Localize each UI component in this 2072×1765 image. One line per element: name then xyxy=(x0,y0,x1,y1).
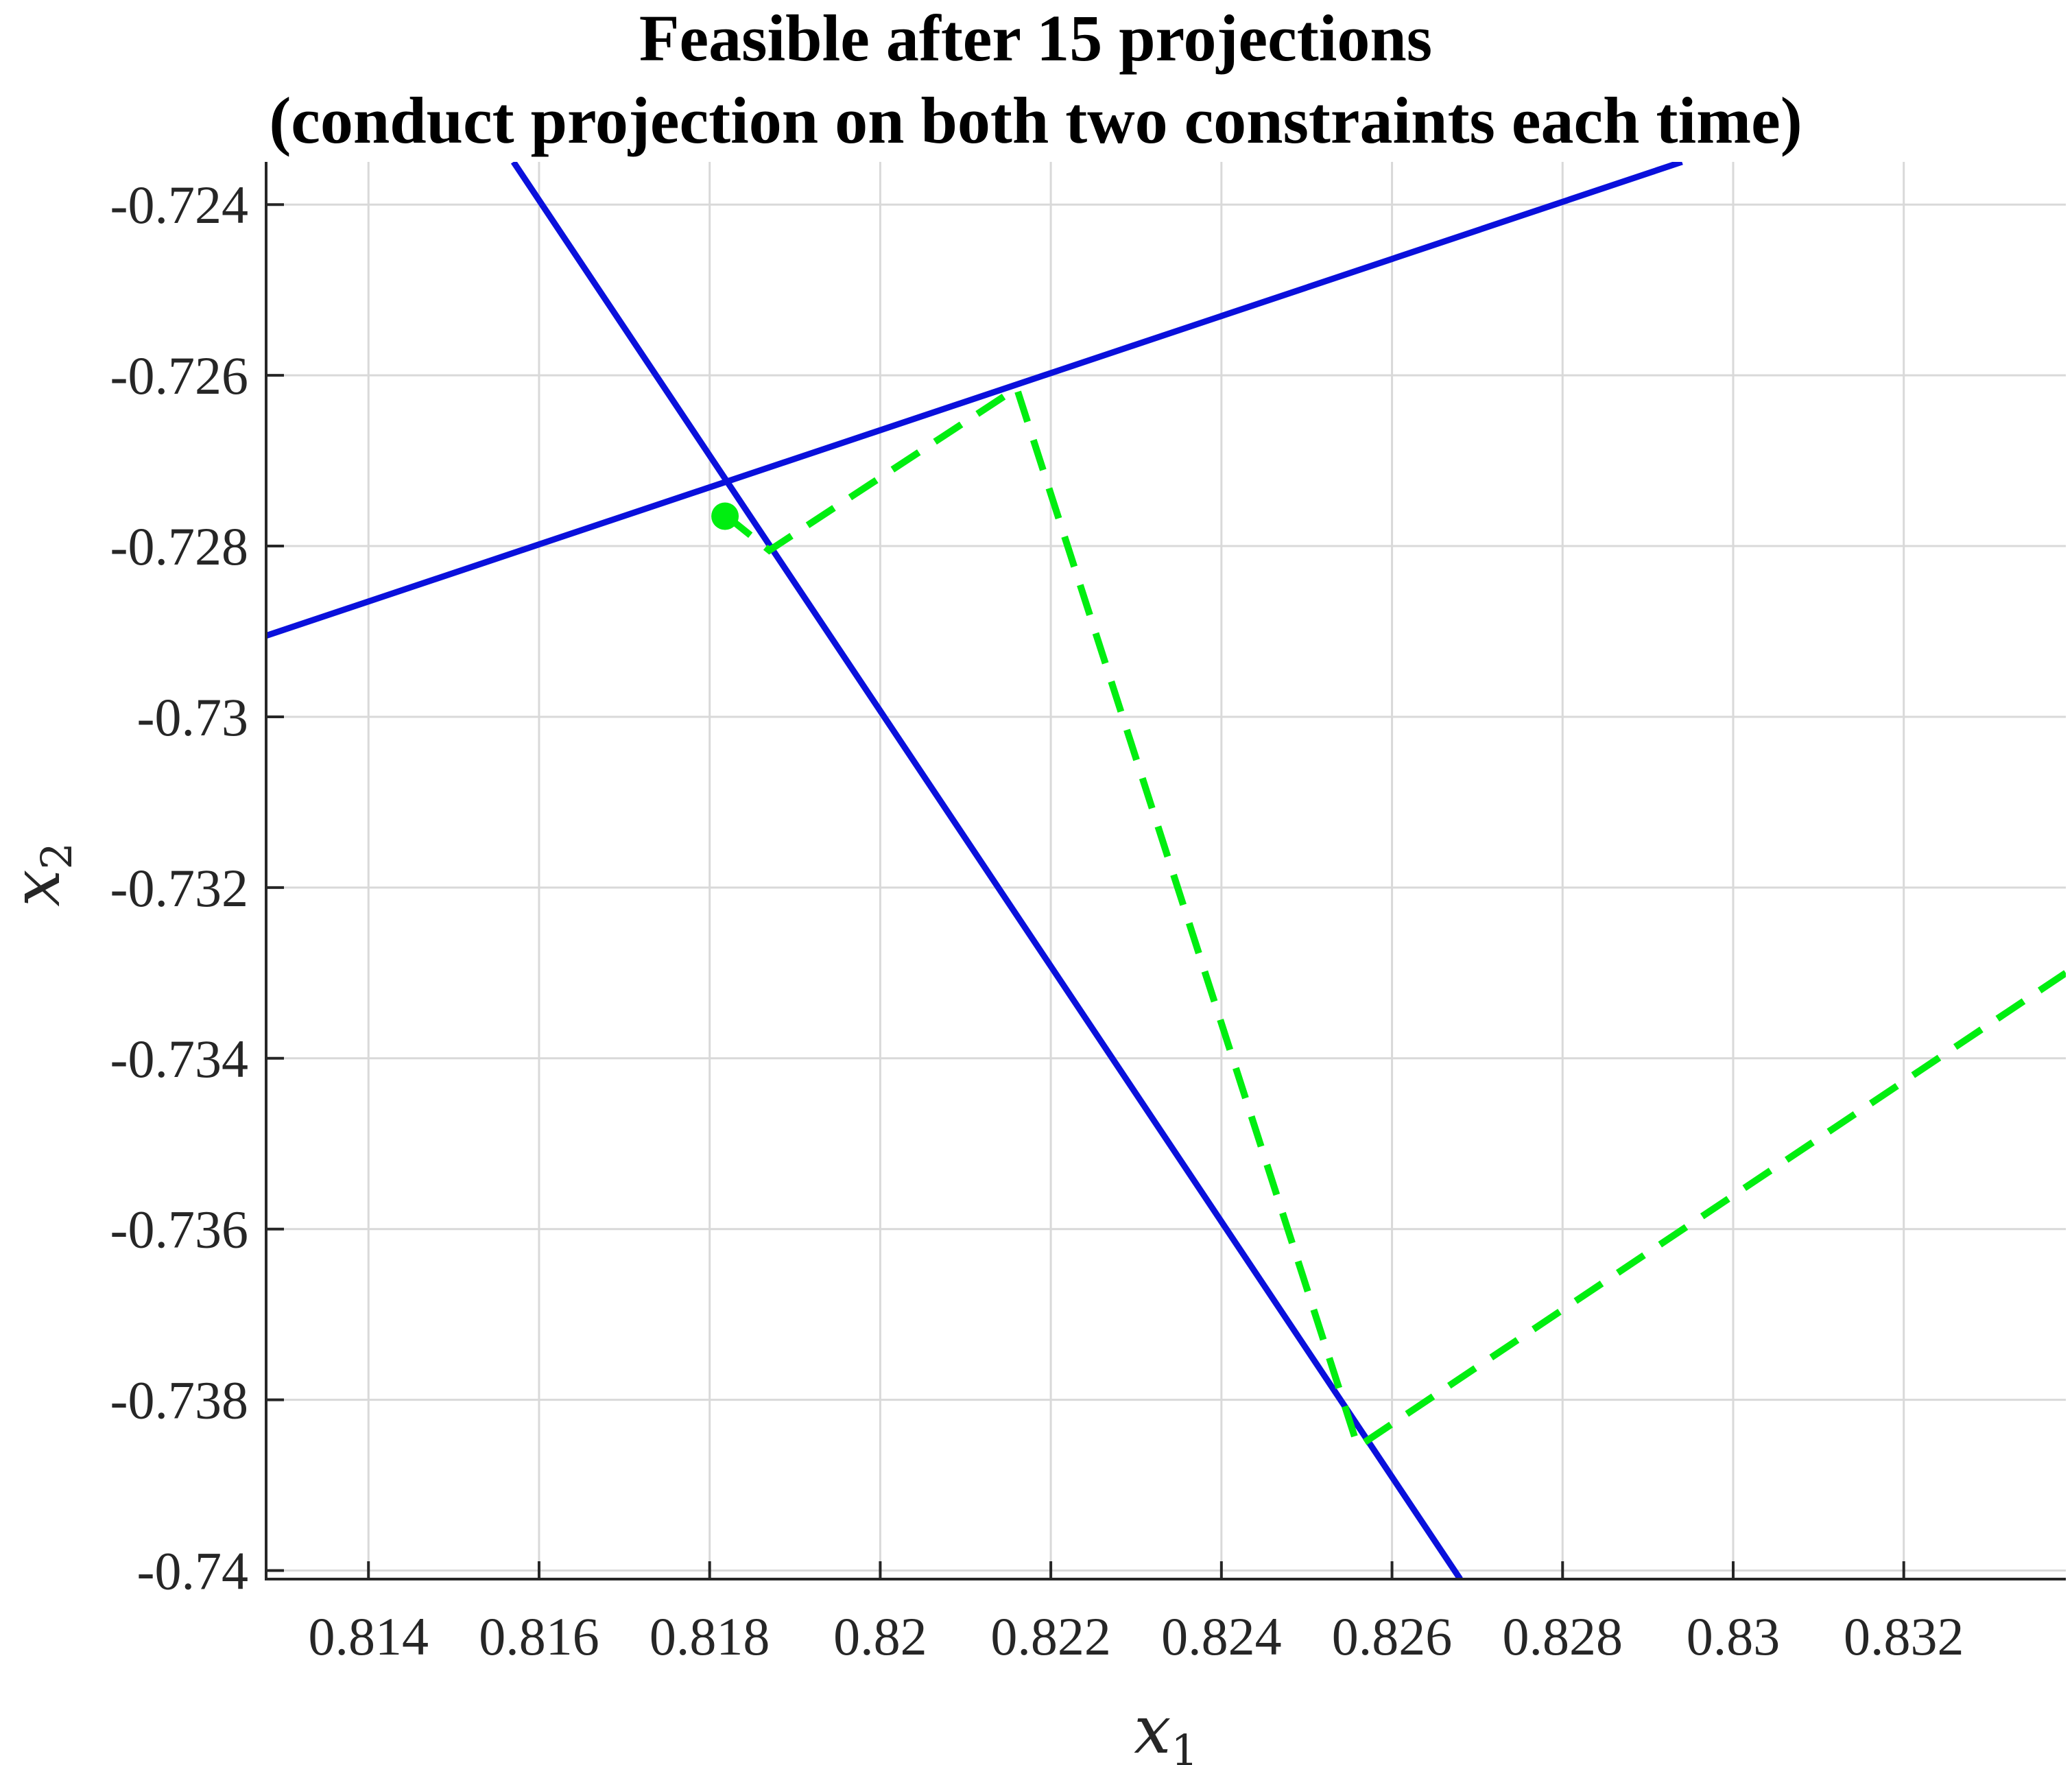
y-tick-label: -0.736 xyxy=(110,1200,248,1259)
x-tick-label: 0.826 xyxy=(1332,1607,1453,1666)
y-tick-label: -0.73 xyxy=(137,687,248,747)
x-tick-label: 0.816 xyxy=(479,1607,599,1666)
y-tick-label: -0.728 xyxy=(110,517,248,576)
y-tick-label: -0.738 xyxy=(110,1371,248,1430)
tick-layer: 0.814 0.816 0.818 0.82 0.822 0.824 0.826 0.828 0… xyxy=(110,175,1964,1666)
x-tick-label: 0.814 xyxy=(308,1607,429,1666)
axis-layer xyxy=(265,162,2066,1580)
chart-title-line-2: (conduct projection on both two constrai… xyxy=(269,84,1802,157)
x-tick-label: 0.832 xyxy=(1844,1607,1964,1666)
chart-title-line-1: Feasible after 15 projections xyxy=(639,1,1432,75)
x-axis-label: x1 xyxy=(1134,1692,1198,1765)
y-axis-label: x2 xyxy=(0,842,82,907)
feasible-point-marker xyxy=(711,502,739,530)
constraint-line-1 xyxy=(510,162,1463,1579)
y-tick-label: -0.724 xyxy=(110,175,248,235)
x-tick-label: 0.828 xyxy=(1503,1607,1623,1666)
x-tick-label: 0.82 xyxy=(833,1607,927,1666)
x-axis-label-subscript: 1 xyxy=(1171,1725,1198,1765)
constraint-line-2 xyxy=(266,162,1683,639)
y-tick-label: -0.732 xyxy=(110,858,248,918)
data-layer xyxy=(266,162,2066,1579)
x-tick-label: 0.83 xyxy=(1687,1607,1781,1666)
x-tick-label: 0.824 xyxy=(1161,1607,1282,1666)
grid-layer xyxy=(266,162,2066,1579)
y-axis-label-base: x xyxy=(0,870,75,907)
y-tick-label: -0.726 xyxy=(110,346,248,405)
y-tick-label: -0.74 xyxy=(137,1541,248,1601)
y-axis-label-subscript: 2 xyxy=(32,842,82,869)
x-tick-label: 0.822 xyxy=(990,1607,1111,1666)
x-axis-label-base: x xyxy=(1134,1692,1171,1765)
projection-path-line xyxy=(724,383,2066,1452)
y-tick-label: -0.734 xyxy=(110,1029,248,1089)
x-tick-label: 0.818 xyxy=(650,1607,770,1666)
text-layer: Feasible after 15 projections (conduct p… xyxy=(0,1,1802,1765)
